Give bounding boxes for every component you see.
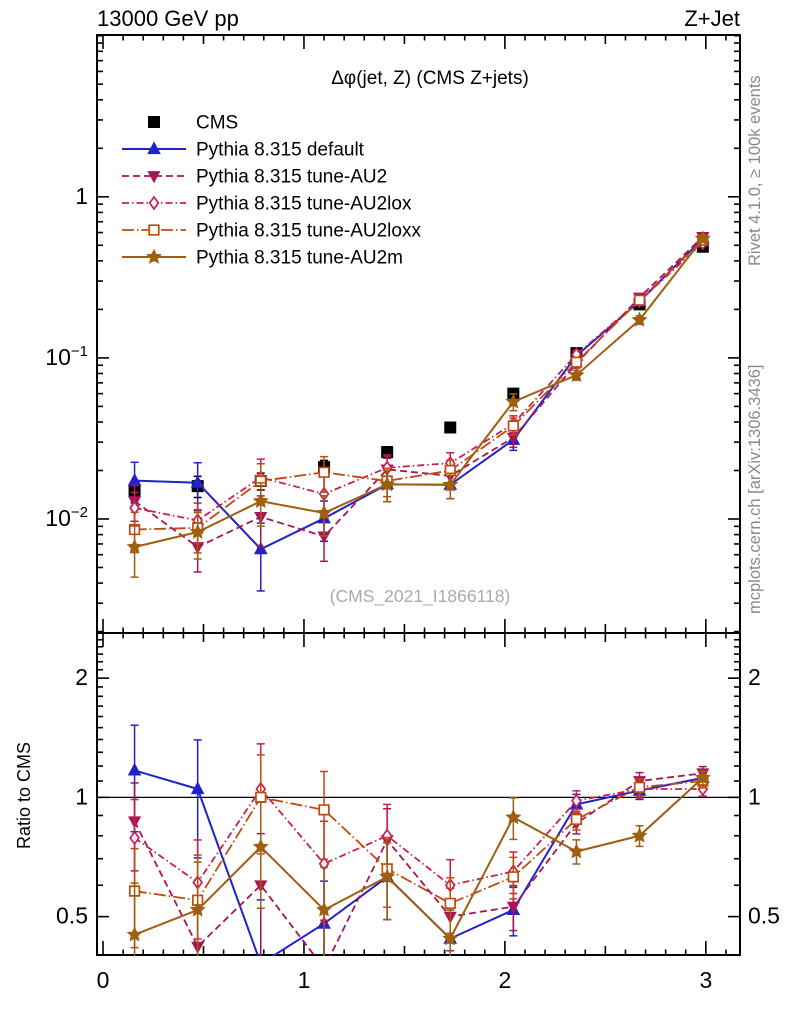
series-pythia-8-315-default	[127, 231, 710, 592]
panel-frames	[96, 34, 741, 956]
legend-item-3: Pythia 8.315 tune-AU2lox	[122, 194, 412, 215]
legend-label: Pythia 8.315 default	[196, 140, 365, 161]
x-tick-label: 0	[97, 967, 110, 993]
y-tick-label: 2	[75, 664, 88, 690]
y-tick-label: 0.5	[748, 903, 780, 929]
series-pythia-8-315-tune-au2lox	[129, 235, 709, 545]
x-tick-label: 2	[499, 967, 512, 993]
y-tick-label: 10−1	[45, 343, 88, 370]
y-tick-label: 0.5	[56, 903, 88, 929]
plot-title: Δφ(jet, Z) (CMS Z+jets)	[331, 68, 529, 89]
ratio-axis-label: Ratio to CMS	[14, 741, 34, 849]
legend: CMS Pythia 8.315 default Pythia 8.315 tune…	[122, 113, 421, 269]
y-tick-label: 10−2	[45, 504, 88, 531]
legend-item-5: Pythia 8.315 tune-AU2m	[122, 248, 403, 269]
legend-label: Pythia 8.315 tune-AU2loxx	[196, 221, 421, 242]
axis-ticks	[97, 34, 740, 956]
series-pythia-8-315-tune-au2m	[126, 230, 711, 578]
data-series	[126, 230, 711, 956]
axis-tick-labels: 1 10−1 10−2 2 2 1 1 0.5 0.5 0 1 2 3	[45, 183, 780, 993]
x-tick-label: 1	[298, 967, 311, 993]
x-tick-label: 3	[699, 967, 712, 993]
y-tick-label: 2	[748, 664, 761, 690]
series-cms	[128, 240, 709, 504]
mcplots-citation-note: mcplots.cern.ch [arXiv:1306.3436]	[746, 364, 764, 615]
beam-energy-label: 13000 GeV pp	[97, 6, 239, 31]
legend-item-0: CMS	[148, 113, 238, 134]
series-pythia-8-315-tune-au2loxx	[128, 234, 709, 554]
legend-label: CMS	[196, 113, 238, 134]
series-pythia-8-315-default	[127, 724, 710, 956]
series-pythia-8-315-tune-au2	[128, 231, 710, 573]
y-tick-label: 1	[748, 783, 761, 809]
legend-item-4: Pythia 8.315 tune-AU2loxx	[122, 221, 421, 242]
legend-label: Pythia 8.315 tune-AU2	[196, 167, 387, 188]
series-pythia-8-315-tune-au2	[128, 765, 710, 956]
y-tick-label: 1	[75, 183, 88, 209]
rivet-version-note: Rivet 4.1.0, ≥ 100k events	[746, 75, 764, 267]
series-pythia-8-315-tune-au2m	[126, 769, 711, 956]
legend-label: Pythia 8.315 tune-AU2lox	[196, 194, 412, 215]
series-pythia-8-315-tune-au2loxx	[128, 754, 709, 956]
y-tick-label: 1	[75, 783, 88, 809]
process-label: Z+Jet	[684, 6, 740, 31]
analysis-id-watermark: (CMS_2021_I1866118)	[329, 586, 511, 606]
legend-item-2: Pythia 8.315 tune-AU2	[122, 167, 387, 188]
legend-item-1: Pythia 8.315 default	[122, 140, 365, 161]
legend-label: Pythia 8.315 tune-AU2m	[196, 248, 403, 269]
